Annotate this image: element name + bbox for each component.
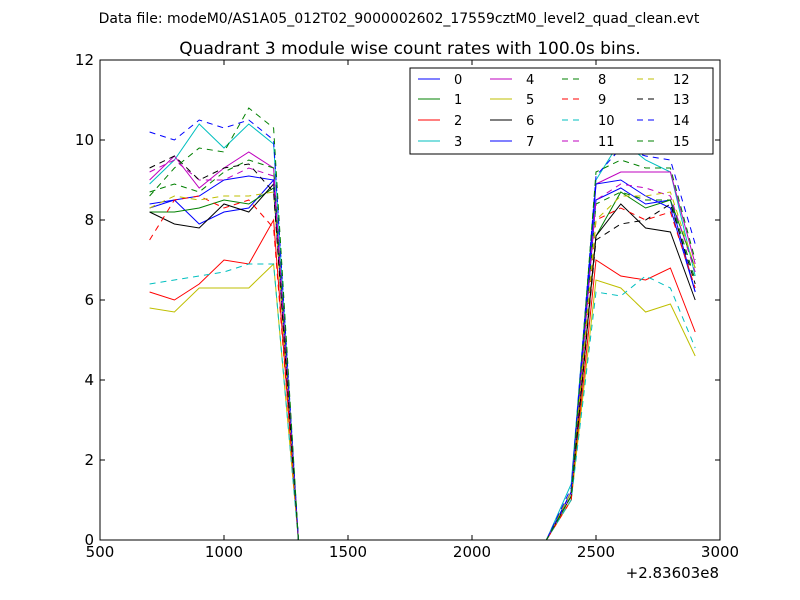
x-tick-label: 1000: [205, 543, 243, 561]
y-tick-label: 12: [75, 51, 94, 69]
series-line-0: [149, 178, 696, 541]
y-tick-label: 6: [84, 291, 94, 309]
legend-label-9: 9: [598, 93, 606, 108]
y-tick-label: 8: [84, 211, 94, 229]
legend-label-8: 8: [598, 73, 606, 88]
legend-label-14: 14: [673, 114, 690, 129]
legend-label-10: 10: [598, 114, 615, 129]
y-tick-label: 2: [84, 451, 94, 469]
x-offset-label: +2.83603e8: [626, 564, 719, 582]
series-line-12: [149, 191, 696, 541]
series-line-3: [149, 123, 696, 541]
series-line-11: [149, 159, 696, 541]
legend-label-4: 4: [526, 73, 534, 88]
legend-label-12: 12: [673, 73, 690, 88]
x-tick-label: 500: [86, 543, 115, 561]
datafile-header: Data file: modeM0/AS1A05_012T02_90000026…: [99, 11, 700, 27]
y-tick-label: 0: [84, 531, 94, 549]
y-tick-label: 4: [84, 371, 94, 389]
legend-label-15: 15: [673, 135, 690, 150]
series-line-2: [149, 218, 696, 541]
legend-label-7: 7: [526, 135, 534, 150]
series-line-9: [149, 195, 696, 541]
legend-label-1: 1: [454, 93, 462, 108]
x-tick-label: 1500: [329, 543, 367, 561]
series-line-14: [149, 119, 696, 541]
x-tick-label: 2500: [577, 543, 615, 561]
y-tick-label: 10: [75, 131, 94, 149]
legend-label-6: 6: [526, 114, 534, 129]
chart-title: Quadrant 3 module wise count rates with …: [179, 39, 640, 59]
series-line-4: [149, 151, 696, 541]
series-line-5: [149, 262, 696, 541]
legend-frame: [409, 67, 714, 155]
legend-label-2: 2: [454, 114, 462, 129]
series-line-10: [149, 263, 696, 541]
legend-label-5: 5: [526, 93, 534, 108]
legend-label-13: 13: [673, 93, 690, 108]
legend-label-11: 11: [598, 135, 615, 150]
legend-label-0: 0: [454, 73, 462, 88]
x-tick-label: 3000: [701, 543, 739, 561]
series-line-6: [149, 182, 696, 541]
series-line-15: [149, 107, 696, 541]
series-line-7: [149, 175, 696, 541]
legend-label-3: 3: [454, 135, 462, 150]
x-tick-label: 2000: [453, 543, 491, 561]
series-lines-group: [149, 107, 696, 541]
series-line-8: [149, 159, 696, 541]
series-line-1: [149, 187, 696, 541]
